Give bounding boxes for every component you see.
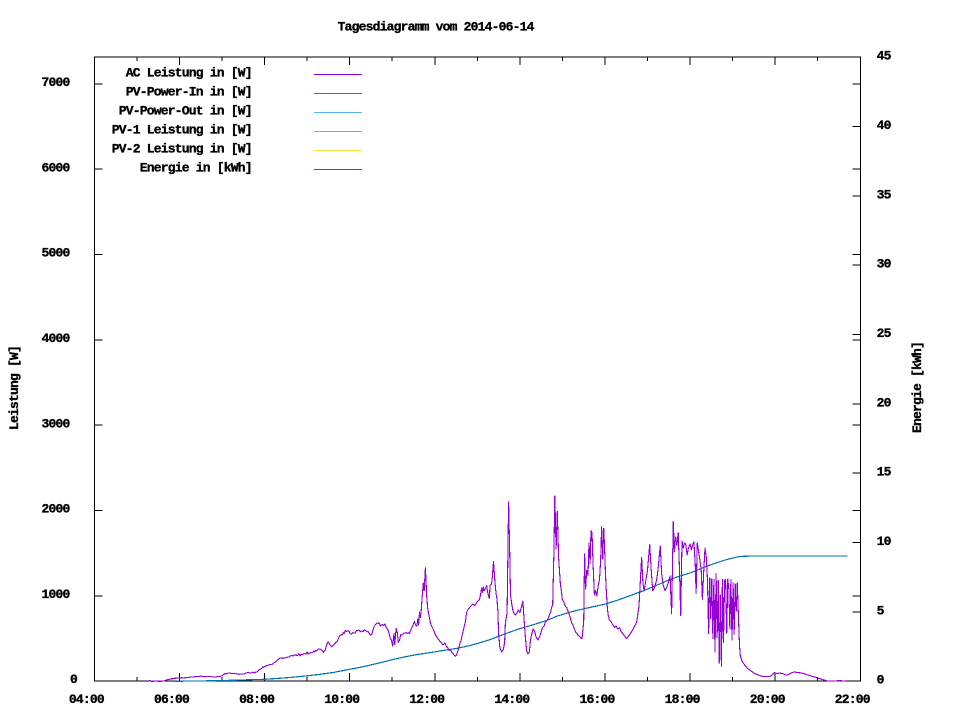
svg-text:Tagesdiagramm vom 2014-06-14: Tagesdiagramm vom 2014-06-14: [338, 20, 535, 35]
svg-text:PV-1 Leistung in [W]: PV-1 Leistung in [W]: [112, 122, 252, 137]
svg-text:5000: 5000: [41, 246, 70, 261]
svg-text:15: 15: [877, 465, 892, 480]
svg-text:5: 5: [877, 603, 885, 618]
svg-text:04:00: 04:00: [69, 692, 105, 707]
svg-text:3000: 3000: [41, 416, 70, 431]
svg-text:AC Leistung in [W]: AC Leistung in [W]: [126, 65, 252, 80]
svg-text:PV-Power-Out in [W]: PV-Power-Out in [W]: [119, 103, 252, 118]
svg-text:10:00: 10:00: [324, 692, 360, 707]
svg-text:0: 0: [70, 672, 78, 687]
svg-text:40: 40: [877, 118, 892, 133]
svg-text:0: 0: [877, 673, 885, 688]
svg-text:18:00: 18:00: [665, 692, 701, 707]
svg-text:Energie [kWh]: Energie [kWh]: [910, 342, 925, 433]
svg-text:30: 30: [877, 257, 892, 272]
svg-text:20: 20: [877, 395, 892, 410]
svg-text:12:00: 12:00: [409, 692, 445, 707]
svg-text:PV-2 Leistung in [W]: PV-2 Leistung in [W]: [112, 141, 252, 156]
svg-text:10: 10: [877, 534, 892, 549]
svg-text:2000: 2000: [41, 502, 70, 517]
svg-text:45: 45: [877, 49, 892, 64]
svg-text:08:00: 08:00: [239, 692, 275, 707]
svg-text:14:00: 14:00: [494, 692, 530, 707]
svg-text:Energie in [kWh]: Energie in [kWh]: [140, 160, 252, 175]
svg-text:4000: 4000: [41, 331, 70, 346]
svg-text:22:00: 22:00: [835, 692, 871, 707]
svg-text:35: 35: [877, 187, 892, 202]
svg-text:25: 25: [877, 326, 892, 341]
svg-text:06:00: 06:00: [154, 692, 190, 707]
svg-text:PV-Power-In in [W]: PV-Power-In in [W]: [126, 84, 252, 99]
svg-text:16:00: 16:00: [579, 692, 615, 707]
svg-text:Leistung [W]: Leistung [W]: [7, 346, 22, 430]
svg-text:20:00: 20:00: [750, 692, 786, 707]
svg-text:1000: 1000: [41, 587, 70, 602]
svg-text:7000: 7000: [41, 75, 70, 90]
svg-text:6000: 6000: [41, 160, 70, 175]
